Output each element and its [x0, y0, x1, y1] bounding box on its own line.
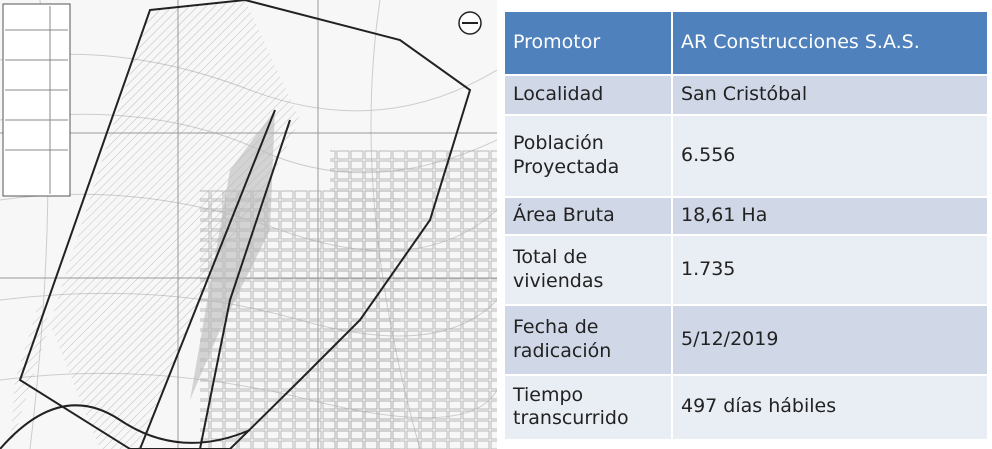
row-value: 497 días hábiles — [673, 376, 987, 441]
legend-box — [3, 4, 70, 196]
row-label: Tiempo transcurrido — [505, 376, 673, 441]
header-value: AR Construcciones S.A.S. — [673, 12, 987, 76]
row-value: 5/12/2019 — [673, 306, 987, 376]
row-value: San Cristóbal — [673, 76, 987, 116]
header-row: Promotor AR Construcciones S.A.S. — [505, 12, 987, 76]
row-label: Población Proyectada — [505, 116, 673, 198]
row-label: Área Bruta — [505, 198, 673, 236]
header-label: Promotor — [505, 12, 673, 76]
row-label: Total de viviendas — [505, 236, 673, 306]
row-label: Fecha de radicación — [505, 306, 673, 376]
page: Promotor AR Construcciones S.A.S. Locali… — [0, 0, 992, 449]
site-plan — [0, 0, 497, 449]
row-value: 18,61 Ha — [673, 198, 987, 236]
row-label: Localidad — [505, 76, 673, 116]
project-table: Promotor AR Construcciones S.A.S. Locali… — [505, 12, 987, 441]
row-value: 1.735 — [673, 236, 987, 306]
row-value: 6.556 — [673, 116, 987, 198]
